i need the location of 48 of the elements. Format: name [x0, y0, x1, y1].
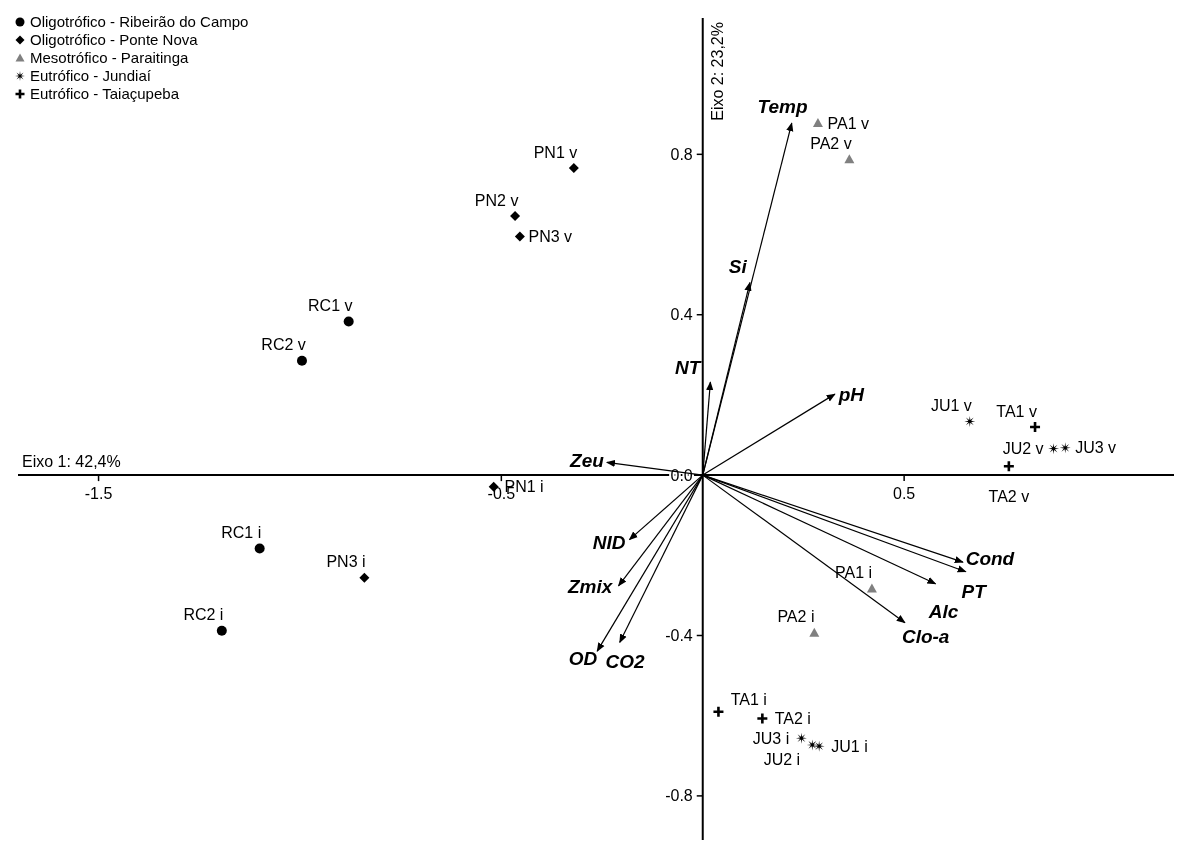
annotation: PN1 v: [533, 143, 578, 161]
legend-label: Oligotrófico - Ponte Nova: [30, 31, 199, 49]
series-label: OD: [568, 647, 598, 669]
annotation: PN3 i: [326, 553, 366, 571]
annotation: JU3 i: [752, 729, 790, 747]
annotation: TA1 i: [730, 691, 767, 709]
series-label: pH: [837, 383, 866, 405]
series-label: Clo-a: [901, 626, 950, 648]
series-label: NID: [592, 531, 626, 553]
y-tick-label: 0.8: [670, 145, 693, 163]
y-tick-label: -0.8: [665, 787, 693, 805]
annotation: JU2 i: [763, 750, 801, 768]
annotation: JU2 v: [1002, 440, 1044, 458]
legend-label: Oligotrófico - Ribeirão do Campo: [30, 13, 249, 31]
legend-label: Eutrófico - Taiaçupeba: [30, 85, 180, 103]
annotation: PA2 i: [777, 608, 815, 626]
annotation: PA1 v: [827, 114, 870, 132]
annotation: PA1 i: [834, 564, 873, 582]
y-tick-label: 0.4: [670, 306, 693, 324]
annotation: RC1 i: [221, 524, 262, 542]
annotation: TA1 v: [996, 402, 1037, 420]
series-label: NT: [674, 356, 702, 378]
annotation: TA2 v: [988, 487, 1030, 505]
series-label: Zeu: [569, 450, 605, 472]
annotation: RC2 i: [183, 606, 224, 624]
annotation: RC2 v: [261, 336, 306, 354]
series-label: Zmix: [567, 576, 614, 598]
x-axis-title: Eixo 1: 42,4%: [22, 453, 121, 471]
y-tick-label: -0.4: [665, 627, 693, 645]
legend-label: Eutrófico - Jundiaí: [30, 67, 152, 85]
x-tick-label: 0.5: [893, 485, 916, 503]
series-label: Alc: [927, 600, 959, 622]
annotation: TA2 i: [774, 710, 811, 728]
annotation: JU1 v: [930, 396, 972, 414]
annotation: RC1 v: [308, 297, 353, 315]
annotation: PN3 v: [528, 228, 573, 246]
x-tick-label: -1.5: [84, 485, 113, 503]
annotation: JU3 v: [1075, 439, 1117, 457]
series-label: Temp: [757, 96, 808, 118]
series-label: Cond: [965, 548, 1015, 570]
series-label: PT: [961, 580, 988, 602]
annotation: PA2 v: [810, 134, 852, 152]
series-label: Si: [728, 255, 748, 277]
series-label: CO2: [605, 650, 646, 672]
y-axis-title: Eixo 2: 23,2%: [708, 22, 726, 121]
annotation: PN2 v: [474, 191, 519, 209]
legend-label: Mesotrófico - Paraitinga: [30, 49, 190, 67]
annotation: JU1 i: [831, 737, 868, 755]
